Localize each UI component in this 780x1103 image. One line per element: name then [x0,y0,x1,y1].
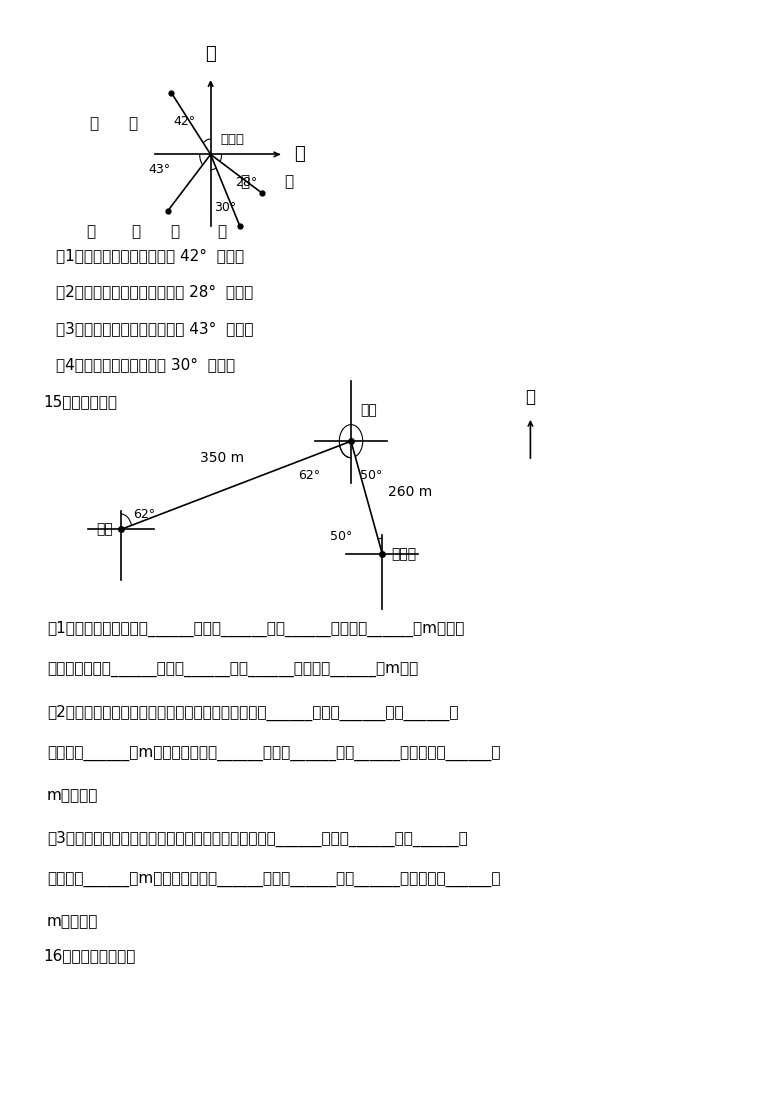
Text: ）: ） [285,174,294,190]
Text: m到书店。: m到书店。 [47,789,98,804]
Text: ）: ） [131,224,140,239]
Text: 62°: 62° [298,469,320,482]
Text: 电视塔: 电视塔 [220,132,244,146]
Text: 42°: 42° [173,115,195,128]
Text: （: （ [90,116,99,131]
Text: 东: 东 [294,146,304,163]
Text: 30°: 30° [214,201,236,214]
Text: 43°: 43° [148,163,170,176]
Text: 丽家在商场的（______）偏（______）（______）方向（______）m处。: 丽家在商场的（______）偏（______）（______）方向（______… [47,663,418,678]
Text: ）: ） [129,116,138,131]
Text: 方向走（______）m到商场，再向（______）偏（______）（______）方向走（______）: 方向走（______）m到商场，再向（______）偏（______）（____… [47,747,500,762]
Text: （1）邮政局在电视塔北偏西 42°  方向。: （1）邮政局在电视塔北偏西 42° 方向。 [56,248,244,264]
Text: 260 m: 260 m [388,485,433,499]
Text: 书店: 书店 [97,523,113,536]
Text: 350 m: 350 m [200,451,244,465]
Text: （: （ [170,224,179,239]
Text: （4）超市在电视塔南偏东 30°  方向。: （4）超市在电视塔南偏东 30° 方向。 [56,357,236,373]
Text: 小丽家: 小丽家 [392,547,417,560]
Text: （2）新华书店在电视塔东偏南 28°  方向。: （2）新华书店在电视塔东偏南 28° 方向。 [56,285,254,300]
Text: （2）小丽从家到书店所走的路线是：从家出发，向（______）偏（______）（______）: （2）小丽从家到书店所走的路线是：从家出发，向（______）偏（______）… [47,705,459,721]
Text: 16．看图回答问题。: 16．看图回答问题。 [43,949,135,964]
Text: 62°: 62° [133,507,155,521]
Text: 50°: 50° [360,469,383,482]
Text: 50°: 50° [330,529,353,543]
Text: 北: 北 [205,45,216,63]
Text: 北: 北 [526,388,535,406]
Text: m回到家。: m回到家。 [47,914,98,930]
Text: 28°: 28° [236,176,258,190]
Text: （: （ [240,174,250,190]
Text: 方向走（______）m到商场，再向（______）偏（______）（______）方向走（______）: 方向走（______）m到商场，再向（______）偏（______）（____… [47,872,500,888]
Text: （1）商场在小丽家的（______）偏（______）（______）方向（______）m处，小: （1）商场在小丽家的（______）偏（______）（______）方向（__… [47,621,464,638]
Text: 商场: 商场 [360,403,377,417]
Text: ）: ） [217,224,226,239]
Text: （: （ [86,224,95,239]
Text: （3）小丽从书店回家所走的路线是：从书店出发，向（______）偏（______）（______）: （3）小丽从书店回家所走的路线是：从书店出发，向（______）偏（______… [47,831,467,847]
Text: （3）工商银行在电视塔西偏南 43°  方向。: （3）工商银行在电视塔西偏南 43° 方向。 [56,321,254,336]
Text: 15．看图填空。: 15．看图填空。 [43,394,117,409]
